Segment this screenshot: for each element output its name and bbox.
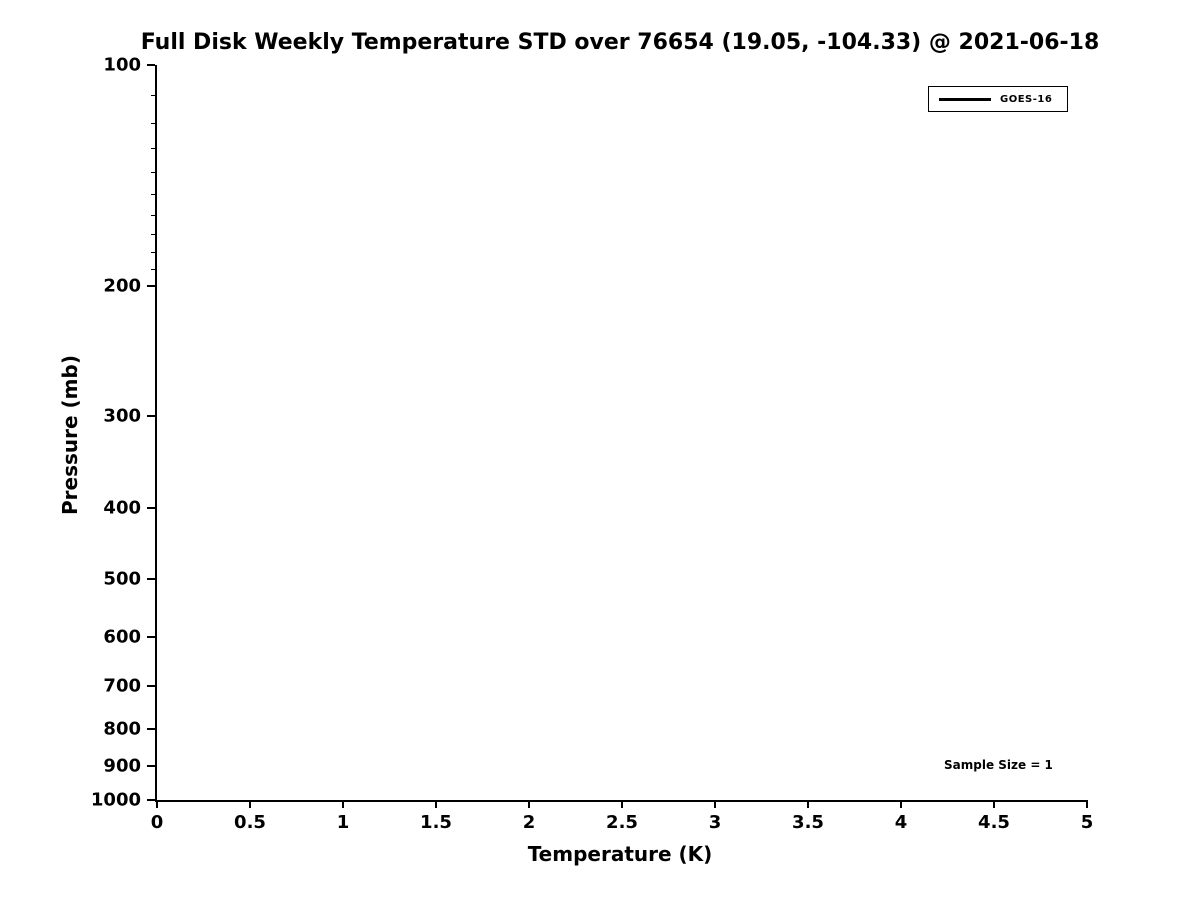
goes16-line-sample-icon — [939, 97, 991, 101]
y-tick-label: 500 — [103, 568, 141, 590]
y-minor-tick — [151, 214, 156, 216]
series-layer — [157, 65, 1087, 800]
y-tick-label: 700 — [103, 675, 141, 697]
y-tick-label: 800 — [103, 718, 141, 740]
x-tick-label: 0.5 — [234, 812, 266, 833]
y-tick — [147, 64, 155, 66]
x-tick-label: 3 — [708, 812, 722, 833]
x-tick — [621, 800, 623, 808]
y-tick — [147, 685, 155, 688]
x-tick — [714, 800, 716, 808]
x-tick-label: 2 — [522, 812, 536, 833]
legend: GOES-16 — [928, 86, 1068, 112]
x-tick — [156, 800, 158, 808]
y-tick-label: 900 — [103, 755, 141, 777]
y-tick — [147, 285, 155, 288]
y-tick-label: 600 — [103, 626, 141, 648]
y-tick-label: 400 — [103, 497, 141, 518]
y-tick — [147, 799, 155, 801]
y-minor-tick — [151, 269, 156, 271]
x-tick-label: 3.5 — [792, 812, 824, 833]
y-minor-tick — [151, 148, 156, 150]
y-tick-label: 100 — [103, 54, 141, 76]
y-axis-label: Pressure (mb) — [58, 355, 82, 515]
y-tick — [147, 577, 155, 580]
x-tick — [900, 800, 902, 808]
y-minor-tick — [151, 252, 156, 254]
x-tick-label: 2.5 — [606, 812, 638, 833]
y-tick-label: 1000 — [90, 789, 141, 811]
y-minor-tick — [151, 122, 156, 124]
x-tick — [435, 800, 437, 808]
x-tick — [528, 800, 530, 808]
y-tick-label: 300 — [103, 405, 141, 427]
y-minor-tick — [151, 94, 156, 96]
x-tick — [807, 800, 809, 808]
x-tick-label: 1.5 — [420, 812, 452, 833]
y-tick — [147, 635, 155, 638]
x-tick — [1086, 800, 1088, 808]
x-tick-label: 0 — [150, 812, 164, 833]
y-tick-label: 200 — [103, 275, 141, 297]
x-tick — [993, 800, 995, 808]
chart-title: Full Disk Weekly Temperature STD over 76… — [140, 30, 1100, 55]
x-axis-label: Temperature (K) — [527, 842, 713, 866]
y-tick — [147, 506, 155, 509]
x-tick — [249, 800, 251, 808]
y-tick — [147, 765, 155, 768]
y-tick — [147, 727, 155, 730]
x-tick-label: 4.5 — [978, 812, 1010, 833]
y-minor-tick — [151, 171, 156, 173]
x-tick-label: 5 — [1080, 812, 1094, 833]
legend-label: GOES-16 — [1000, 93, 1053, 105]
y-tick — [147, 414, 155, 417]
x-tick-label: 1 — [336, 812, 350, 833]
x-tick-label: 4 — [894, 812, 908, 833]
y-minor-tick — [151, 193, 156, 195]
y-minor-tick — [151, 233, 156, 235]
x-tick — [342, 800, 344, 808]
sample-size-annotation: Sample Size = 1 — [944, 758, 1053, 772]
plot-area: 0 0.5 1 1.5 2 2.5 3 3.5 4 4.5 5 100 200 300 400 500 600 7… — [91, 55, 1093, 834]
